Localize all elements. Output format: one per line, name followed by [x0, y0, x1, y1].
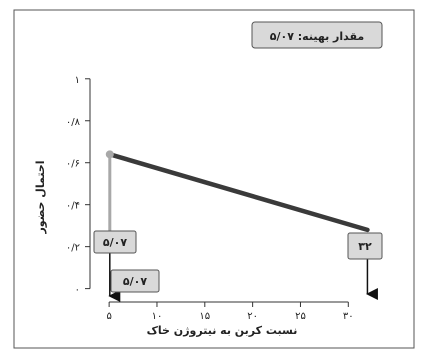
y-axis: ۰ ۰/۲ ۰/۴ ۰/۶ ۰/۸ ۱: [66, 75, 91, 296]
figure-frame: [13, 9, 415, 349]
optimum-label: مقدار بهینه: ۵/۰۷: [270, 30, 364, 43]
x-tick-label: ۲۰: [247, 311, 258, 322]
y-tick-label: ۱: [75, 75, 80, 86]
bottom-value-box-text: ۵/۰۷: [123, 275, 147, 288]
x-tick-label: ۱۵: [199, 311, 210, 322]
right-value-box-rect: [347, 232, 383, 260]
left-value-box-rect: [93, 230, 137, 254]
right-value-box: ۳۲: [347, 232, 383, 260]
optimum-point: [105, 150, 114, 159]
plot-marks: ۵/۰۷ ۵/۰۷ ۳۲: [93, 150, 383, 302]
left-value-box-text: ۵/۰۷: [103, 236, 127, 249]
x-tick-label: ۵: [106, 311, 111, 322]
right-value-box-text: ۳۲: [358, 240, 372, 253]
y-axis-title: احتمال حضور: [34, 160, 47, 234]
bottom-value-box: ۵/۰۷: [110, 269, 160, 293]
x-tick-label: ۲۵: [295, 311, 306, 322]
series-line: [107, 152, 370, 233]
x-tick-label: ۳۰: [343, 311, 354, 322]
x-axis-title: نسبت کربن به نیتروژن خاک: [147, 324, 298, 337]
x-axis: ۵ ۱۰ ۱۵ ۲۰ ۲۵ ۳۰: [106, 301, 354, 322]
x-tick-label: ۱۰: [152, 311, 163, 322]
y-tick-label: ۰/۸: [66, 117, 81, 128]
left-value-box: ۵/۰۷: [93, 230, 137, 254]
y-tick-label: ۰: [75, 285, 80, 296]
y-tick-label: ۰/۲: [66, 243, 80, 254]
bottom-value-box-rect: [110, 269, 160, 293]
y-tick-label: ۰/۴: [66, 201, 80, 212]
optimum-label-box: مقدار بهینه: ۵/۰۷: [251, 21, 383, 49]
y-tick-label: ۰/۶: [66, 159, 80, 170]
